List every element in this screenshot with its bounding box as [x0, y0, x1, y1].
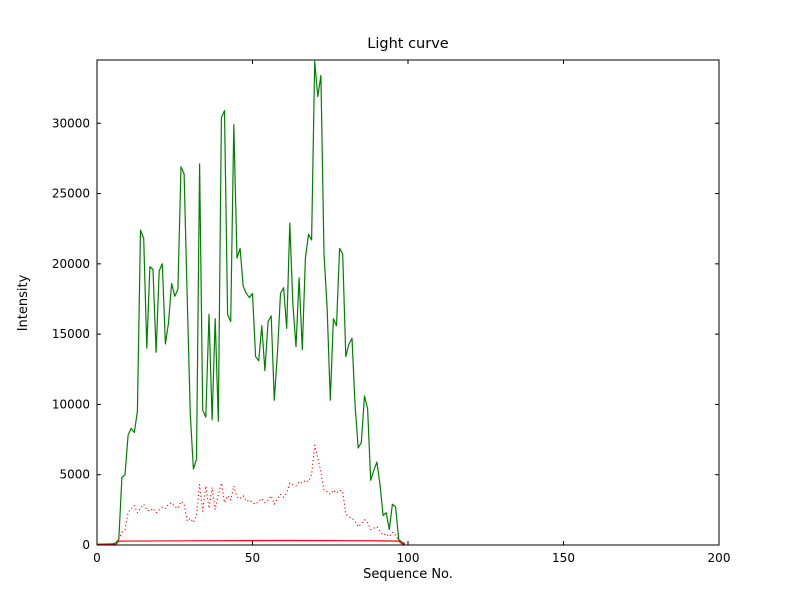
series-baseline-red-solid [96, 539, 406, 546]
y-tick-label: 0 [82, 538, 90, 552]
x-tick-label: 50 [245, 551, 260, 565]
y-tick-label: 5000 [59, 468, 90, 482]
y-tick-label: 20000 [52, 257, 90, 271]
y-tick-label: 15000 [52, 327, 90, 341]
x-tick-label: 200 [708, 551, 731, 565]
y-tick-label: 10000 [52, 397, 90, 411]
y-tick-label: 25000 [52, 187, 90, 201]
x-tick-label: 150 [552, 551, 575, 565]
series-main-intensity-green [96, 60, 406, 545]
x-tick-label: 0 [93, 551, 101, 565]
x-tick-label: 100 [397, 551, 420, 565]
y-tick-label: 30000 [52, 116, 90, 130]
plot-frame [96, 59, 720, 546]
x-axis-label: Sequence No. [363, 567, 453, 582]
chart-title: Light curve [367, 36, 449, 52]
series-secondary-intensity-red-dotted [118, 444, 406, 545]
y-axis-label: Intensity [16, 274, 31, 331]
